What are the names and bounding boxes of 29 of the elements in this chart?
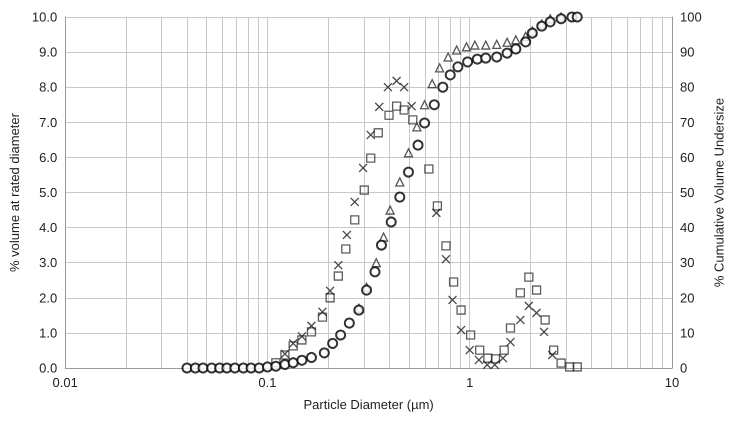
y2-tick-label: 20 <box>680 290 694 306</box>
y-tick-label: 9.0 <box>39 44 58 60</box>
y2-tick-label: 40 <box>680 220 694 236</box>
y2-tick-label: 80 <box>680 80 694 95</box>
y-tick-label: 8.0 <box>39 80 58 95</box>
y-tick-label: 1.0 <box>39 325 58 340</box>
y2-tick-label: 50 <box>680 185 694 200</box>
x-tick-label: 0.1 <box>258 375 277 390</box>
y2-tick-label: 60 <box>680 150 694 165</box>
x-tick-label: 10 <box>664 375 680 390</box>
y-axis-title: % volume at rated diameter <box>7 112 22 272</box>
y2-tick-label: 70 <box>680 114 694 130</box>
y-tick-label: 3.0 <box>39 255 58 270</box>
y2-tick-label: 90 <box>680 44 694 60</box>
x-tick-label: 1 <box>466 375 474 390</box>
y-tick-label: 0.0 <box>39 360 58 376</box>
y-tick-label: 2.0 <box>39 290 58 306</box>
x-axis-title: Particle Diameter (µm) <box>303 397 434 412</box>
y2-axis-title: % Cumulative Volume Undersize <box>712 98 727 288</box>
y-tick-label: 6.0 <box>39 150 58 165</box>
y-tick-label: 5.0 <box>39 185 58 200</box>
y-tick-label: 10.0 <box>32 10 58 24</box>
y2-tick-label: 100 <box>680 10 702 24</box>
x-tick-label: 0.01 <box>52 375 78 390</box>
y-tick-label: 4.0 <box>39 220 58 236</box>
y2-tick-label: 10 <box>680 325 694 340</box>
y2-tick-label: 0 <box>680 360 688 376</box>
y2-tick-label: 30 <box>680 255 694 270</box>
y-tick-label: 7.0 <box>39 114 58 130</box>
